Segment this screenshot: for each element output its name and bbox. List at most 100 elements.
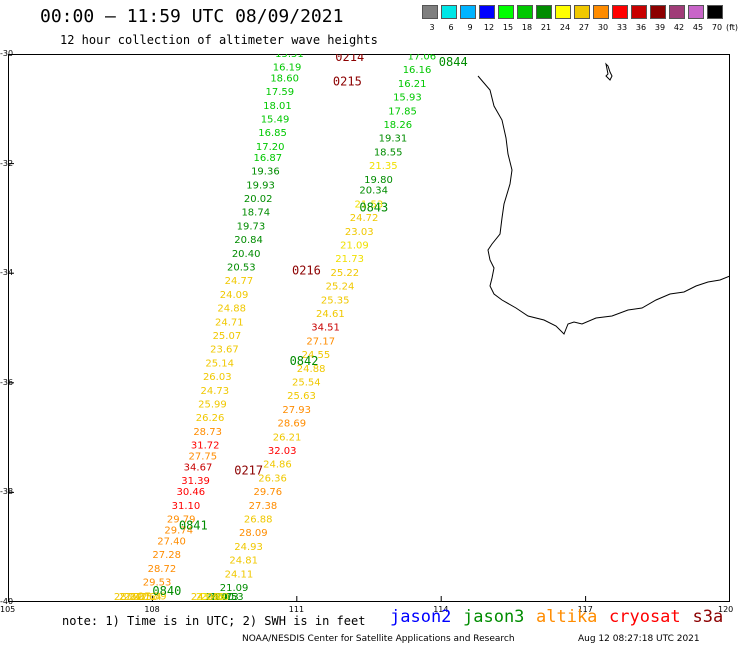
swh-value: 28.09 xyxy=(239,528,268,539)
pass-time-label: 0215 xyxy=(333,74,362,88)
legend-swatch xyxy=(460,5,476,19)
swh-value: 27.17 xyxy=(306,336,335,347)
swh-value: 26.21 xyxy=(273,432,302,443)
swh-value: 24.09 xyxy=(220,290,249,301)
swh-value: 25.24 xyxy=(326,282,355,293)
legend-label: 21 xyxy=(540,23,552,32)
swh-value: 21.09 xyxy=(340,241,369,252)
pass-time-label: 0842 xyxy=(290,354,319,368)
swh-value: 28.69 xyxy=(278,419,307,430)
legend-label: 27 xyxy=(578,23,590,32)
y-tick-label: -40 xyxy=(0,597,14,606)
swh-value: 30.46 xyxy=(176,487,205,498)
swh-value: 20.02 xyxy=(244,194,273,205)
page-title: 00:00 – 11:59 UTC 08/09/2021 xyxy=(40,6,344,27)
swh-value: 18.55 xyxy=(374,147,403,158)
swh-value: 19.93 xyxy=(246,180,275,191)
legend-label: 33 xyxy=(616,23,628,32)
swh-value: 16.21 xyxy=(398,79,427,90)
swh-value: 24.05 xyxy=(191,592,220,602)
swh-value: 21.53 xyxy=(355,199,384,210)
legend-swatch xyxy=(498,5,514,19)
swh-value: 26.26 xyxy=(196,413,225,424)
swh-value: 25.22 xyxy=(330,268,359,279)
swh-value: 19.36 xyxy=(251,167,280,178)
swh-value: 16.16 xyxy=(403,65,432,76)
pass-time-label: 0843 xyxy=(359,200,388,214)
legend-swatch xyxy=(555,5,571,19)
swh-value: 22.00 xyxy=(201,592,230,602)
legend-label: 18 xyxy=(521,23,533,32)
pass-time-label: 0214 xyxy=(335,54,364,64)
page-subtitle: 12 hour collection of altimeter wave hei… xyxy=(60,33,378,47)
swh-value: 25.63 xyxy=(287,391,316,402)
swh-value: 28.73 xyxy=(193,427,222,438)
legend-swatch xyxy=(422,5,438,19)
map-gridlines xyxy=(8,54,730,602)
swh-value: 28.72 xyxy=(148,564,177,575)
swh-value: 24.61 xyxy=(316,309,345,320)
swh-value: 29.53 xyxy=(143,578,172,589)
swh-value: 17.85 xyxy=(388,106,417,117)
swh-value: 18.26 xyxy=(383,120,412,131)
x-tick-label: 114 xyxy=(433,605,449,614)
coastline xyxy=(477,75,730,335)
satellite-legend-item: altika xyxy=(536,607,598,627)
swh-value: 21.73 xyxy=(335,254,364,265)
x-tick-label: 108 xyxy=(144,605,160,614)
pass-time-label: 0217 xyxy=(234,463,263,477)
swh-value: 23.03 xyxy=(345,227,374,238)
legend-unit: (ft) xyxy=(725,23,739,32)
swh-value: 19.80 xyxy=(364,175,393,186)
swh-value: 19.73 xyxy=(237,221,266,232)
map-frame xyxy=(8,54,730,602)
swh-value: 25.99 xyxy=(198,399,227,410)
swh-value: 20.40 xyxy=(205,592,234,602)
legend-label: 70 xyxy=(711,23,723,32)
swh-value: 25.07 xyxy=(213,331,242,342)
swh-value: 20.73 xyxy=(210,592,239,602)
swh-value: 24.86 xyxy=(263,460,292,471)
swh-value: 18.74 xyxy=(241,208,270,219)
legend-label: 30 xyxy=(597,23,609,32)
swh-value: 32.03 xyxy=(268,446,297,457)
swh-value: 16.85 xyxy=(258,128,287,139)
swh-value: 17.06 xyxy=(408,54,437,62)
swh-value: 20.84 xyxy=(234,235,263,246)
swh-value: 21.09 xyxy=(220,583,249,594)
swh-value: 25.35 xyxy=(321,295,350,306)
swh-value: 24.81 xyxy=(229,556,258,567)
swh-value: 24.88 xyxy=(217,304,246,315)
satellite-legend-item: cryosat xyxy=(609,607,681,627)
swh-value: 28.02 xyxy=(114,592,143,602)
legend-swatch xyxy=(441,5,457,19)
swh-value: 27.42 xyxy=(119,592,148,602)
swh-value: 27.40 xyxy=(157,536,186,547)
satellite-legend-item: s3a xyxy=(692,607,724,627)
swh-value: 31.10 xyxy=(172,501,201,512)
legend-label: 39 xyxy=(654,23,666,32)
legend-label: 6 xyxy=(448,23,454,32)
swh-value: 15.93 xyxy=(393,93,422,104)
swh-value: 24.88 xyxy=(297,364,326,375)
swh-value: 17.20 xyxy=(256,142,285,153)
x-tick-label: 117 xyxy=(577,605,593,614)
x-tick-label: 111 xyxy=(288,605,305,614)
swh-value: 20.53 xyxy=(227,262,256,273)
y-tick-label: -34 xyxy=(0,268,14,278)
swh-value: 24.93 xyxy=(234,542,263,553)
swh-value: 26.03 xyxy=(203,372,232,383)
legend-label: 45 xyxy=(692,23,704,32)
swh-value: 16.87 xyxy=(253,153,282,164)
swh-value: 21.35 xyxy=(369,161,398,172)
swh-value: 24.73 xyxy=(201,386,230,397)
swh-value: 27.93 xyxy=(282,405,311,416)
pass-time-label: 0844 xyxy=(439,55,468,69)
legend-swatch xyxy=(669,5,685,19)
legend-label: 12 xyxy=(483,23,495,32)
swh-value: 31.39 xyxy=(181,476,210,487)
swh-value: 15.49 xyxy=(261,115,290,126)
legend-swatch xyxy=(479,5,495,19)
